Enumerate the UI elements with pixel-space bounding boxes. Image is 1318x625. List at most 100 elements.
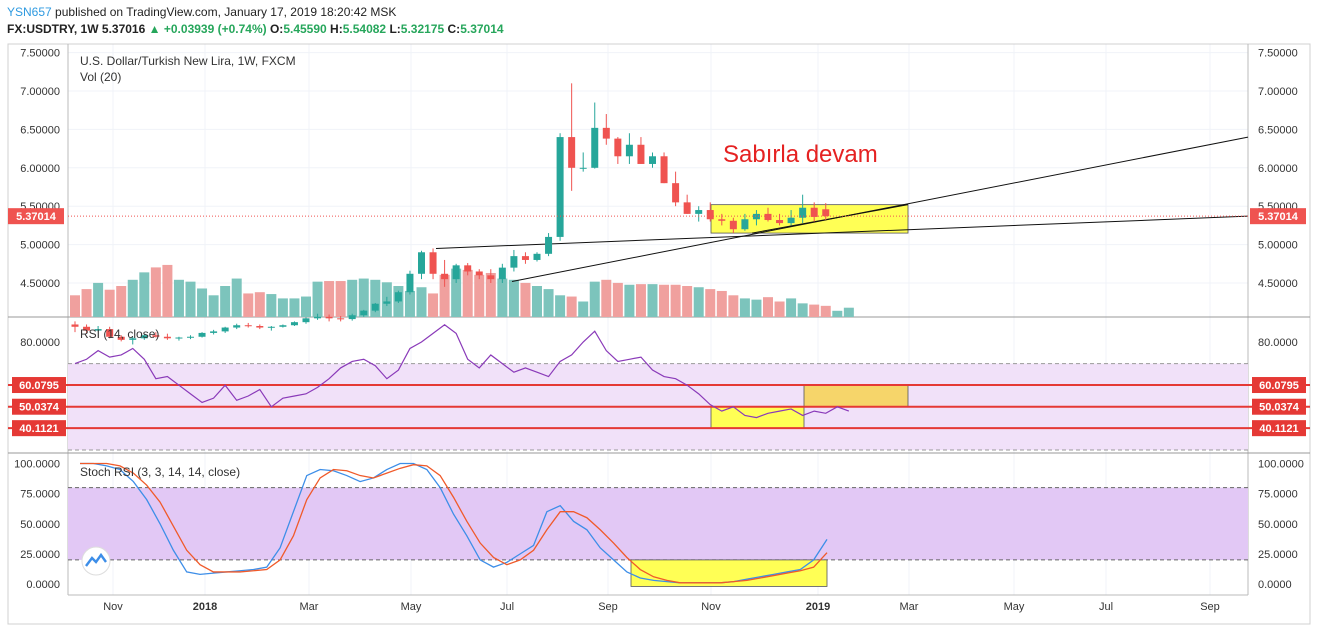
rsi-pane[interactable]: 80.0000 80.0000 60.0795 60.0795 50.0374 50.03… (8, 323, 1310, 451)
stoch-rsi-pane[interactable]: 100.0000 100.0000 75.0000 75.0000 50.0000 50.… (14, 459, 1304, 592)
publish-line: YSN657 published on TradingView.com, Jan… (7, 5, 396, 19)
chart-area[interactable]: Nov 2018 Mar May Jul Sep Nov 2019 Mar May Jul Sep 7… (0, 40, 1318, 625)
candle-body (175, 337, 183, 339)
volume-bar (150, 267, 161, 317)
time-tick-label: 2018 (193, 601, 217, 613)
rsi-level-badge-right (1252, 377, 1306, 394)
stoch-band (68, 487, 1248, 560)
candle-body (510, 256, 518, 268)
volume-bar (624, 284, 635, 317)
high-value: 5.54082 (342, 22, 387, 36)
rsi-level-label-left: 60.0795 (19, 380, 59, 392)
rsi-level-label-left: 50.0374 (19, 402, 60, 414)
candle-body (718, 219, 726, 221)
volume-bar (451, 268, 462, 317)
stoch-tick-right: 100.0000 (1258, 459, 1304, 471)
volume-bar (555, 295, 566, 317)
time-tick-label: Mar (300, 601, 319, 613)
candle-body (487, 275, 495, 280)
volume-bar (266, 294, 277, 317)
rsi-line (74, 323, 850, 419)
volume-bar (254, 292, 265, 317)
volume-bar (474, 274, 485, 317)
candle-body (637, 144, 645, 164)
volume-bar (763, 297, 773, 317)
volume-bar (81, 289, 92, 317)
volume-bar (301, 296, 311, 317)
last-price-badge-left (8, 208, 64, 225)
change-up-icon: ▲ (148, 22, 161, 36)
price-tick-right: 6.00000 (1258, 163, 1298, 175)
candle-body (106, 329, 114, 337)
ohlc-line: FX:USDTRY, 1W 5.37016 ▲ +0.03939 (+0.74%… (7, 22, 504, 36)
price-tick-right: 6.50000 (1258, 124, 1298, 136)
candle-body (152, 335, 160, 337)
candle-body (371, 303, 379, 311)
volume-bar (543, 289, 554, 317)
volume-bar (589, 281, 600, 317)
volume-bar (104, 289, 115, 317)
candle-body (591, 127, 599, 168)
candle-body (325, 316, 333, 319)
candle-body (163, 336, 171, 339)
volume-bar (220, 286, 231, 317)
volume-bar (277, 298, 288, 317)
price-tick-right: 7.00000 (1258, 86, 1298, 98)
candle-body (464, 265, 472, 272)
volume-bar (520, 282, 531, 317)
volume-bar (728, 295, 739, 317)
time-tick-label: Jul (500, 601, 514, 613)
annotation-text[interactable]: Sabırla devam (723, 141, 878, 168)
candle-body (706, 210, 714, 220)
candle-body (741, 219, 749, 230)
candle-body (752, 213, 760, 220)
last-price-badge-right (1250, 208, 1306, 225)
volume-bar (416, 287, 427, 317)
candle-body (695, 210, 703, 214)
stoch-tick-right: 75.0000 (1258, 489, 1298, 501)
price-tick-left: 7.00000 (20, 86, 60, 98)
candle-body (556, 137, 564, 237)
price-pane[interactable]: 7.50000 7.50000 7.00000 7.00000 6.50000 6.500… (8, 48, 1306, 345)
candle-body (302, 318, 310, 323)
close-value: 5.37014 (460, 22, 504, 36)
candle-body (256, 326, 264, 328)
candle-body (498, 267, 506, 280)
volume-bar (312, 281, 323, 317)
candle-body (521, 256, 529, 260)
candle-body (822, 209, 830, 217)
candle-body (568, 137, 576, 168)
author-link[interactable]: YSN657 (7, 5, 52, 19)
candle-body (452, 265, 460, 280)
candle-body (429, 252, 437, 274)
volume-bar (566, 296, 577, 317)
highlight-box-stoch (630, 559, 828, 587)
time-tick-label: Jul (1099, 601, 1113, 613)
trendline-upper (435, 215, 1249, 249)
published-text: published on TradingView.com, January 17… (55, 5, 397, 19)
volume-bar (404, 290, 415, 317)
volume-bar (832, 310, 843, 317)
volume-bar (716, 290, 727, 317)
candle-body (337, 318, 345, 320)
rsi-level-badge-left (12, 398, 66, 415)
candle-body (418, 252, 425, 274)
candle-body (729, 220, 737, 230)
candle-body (579, 167, 587, 169)
volume-bar (70, 295, 80, 317)
volume-bar (93, 282, 104, 317)
rsi-level-label-right: 50.0374 (1259, 402, 1300, 414)
volume-bar (786, 298, 797, 317)
tradingview-logo-icon (81, 546, 111, 576)
volume-bar (358, 278, 369, 317)
volume-bar (185, 281, 196, 317)
candle-body (799, 207, 807, 218)
symbol-label: FX:USDTRY, 1W (7, 22, 99, 36)
time-tick-label: Mar (900, 601, 919, 613)
volume-bar (693, 287, 704, 317)
stoch-tick-left: 75.0000 (20, 489, 60, 501)
volume-bar (635, 284, 646, 317)
volume-bar (347, 279, 358, 317)
candle-body (810, 207, 818, 217)
volume-bar (116, 286, 127, 317)
